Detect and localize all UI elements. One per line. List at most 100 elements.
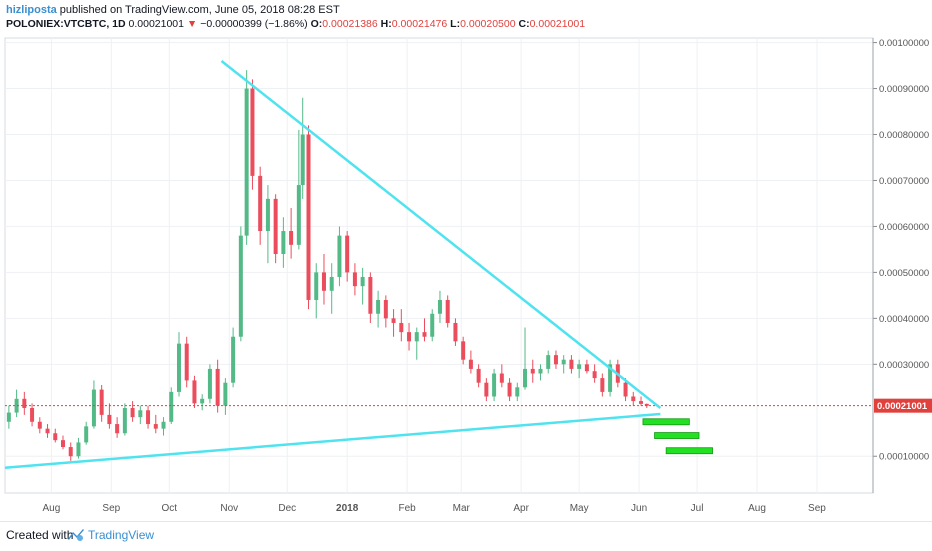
- candle-body: [391, 318, 396, 323]
- candle-body: [445, 299, 450, 323]
- candle-body: [200, 398, 205, 404]
- x-tick-label: Mar: [453, 503, 471, 514]
- down-arrow-icon: ▼: [186, 18, 198, 30]
- candle-body: [76, 442, 81, 457]
- candle-body: [553, 355, 558, 365]
- low-value: 0.00020500: [460, 18, 516, 30]
- y-tick-label: 0.00090000: [879, 84, 929, 95]
- low-label: L:: [450, 18, 461, 30]
- candle-body: [422, 332, 427, 337]
- candle-body: [600, 378, 605, 392]
- candle-body: [530, 368, 535, 374]
- candle-body: [153, 424, 158, 429]
- candle-body: [546, 355, 551, 369]
- candle-body: [244, 88, 249, 236]
- candle-body: [289, 231, 294, 245]
- candlestick-series: [6, 70, 649, 461]
- candle-body: [91, 389, 96, 427]
- candle-body: [207, 368, 212, 399]
- candle-body: [329, 276, 334, 291]
- chart-grid: [4, 37, 874, 494]
- candle-body: [314, 272, 319, 300]
- x-tick-label: Oct: [162, 503, 178, 514]
- candle-body: [592, 371, 597, 379]
- candle-body: [176, 343, 181, 392]
- x-tick-label: Feb: [398, 503, 416, 514]
- candle-body: [584, 364, 589, 372]
- tradingview-logo-icon[interactable]: [66, 527, 86, 543]
- chart-axes: 0.00100000 0.00090000 0.00080000 0.00070000…: [42, 38, 929, 514]
- target-zone: [642, 418, 690, 426]
- candle-body: [321, 272, 326, 291]
- candle-body: [383, 299, 388, 319]
- candle-body: [223, 382, 228, 406]
- x-tick-label: Sep: [808, 503, 826, 514]
- candle-body: [250, 88, 255, 176]
- y-tick-label: 0.00010000: [879, 452, 929, 463]
- candle-body: [639, 401, 644, 404]
- open-value: 0.00021386: [322, 18, 378, 30]
- symbol-label[interactable]: POLONIEX:VTCBTC, 1D: [6, 18, 126, 30]
- candle-body: [169, 391, 174, 422]
- candle-body: [84, 426, 89, 443]
- candle-body: [146, 410, 151, 425]
- plot-border: [4, 37, 874, 494]
- chart-header: hizliposta published on TradingView.com,…: [6, 3, 585, 31]
- x-tick-label: Sep: [102, 503, 120, 514]
- x-tick-label: Aug: [42, 503, 60, 514]
- candle-body: [468, 359, 473, 369]
- tradingview-brand[interactable]: TradingView: [88, 528, 155, 542]
- candle-body: [337, 235, 342, 277]
- publication-line: hizliposta published on TradingView.com,…: [6, 3, 585, 17]
- candle-body: [60, 440, 65, 448]
- candle-body: [238, 235, 243, 337]
- candle-body: [577, 364, 582, 369]
- candle-body: [476, 368, 481, 383]
- candle-body: [265, 198, 270, 232]
- candle-body: [53, 433, 58, 441]
- y-tick-label: 0.00100000: [879, 38, 929, 49]
- candle-body: [258, 175, 263, 232]
- published-text: published on TradingView.com, June 05, 2…: [59, 4, 340, 16]
- candle-body: [569, 359, 574, 369]
- x-tick-label: Jul: [691, 503, 704, 514]
- close-value: 0.00021001: [529, 18, 586, 30]
- candle-body: [437, 299, 442, 314]
- candle-body: [538, 368, 543, 374]
- candle-body: [352, 272, 357, 287]
- high-value: 0.00021476: [391, 18, 448, 30]
- drawing-overlays: 0.00021001: [4, 59, 932, 469]
- y-tick-label: 0.00080000: [879, 130, 929, 141]
- candle-body: [499, 373, 504, 383]
- candle-body: [608, 364, 613, 392]
- candle-body: [376, 299, 381, 314]
- y-tick-label: 0.00030000: [879, 360, 929, 371]
- candle-body: [407, 332, 412, 342]
- candle-body: [184, 343, 189, 381]
- y-tick-label: 0.00050000: [879, 268, 929, 279]
- created-with-text: Created with: [6, 528, 74, 542]
- candle-body: [6, 412, 11, 422]
- candle-body: [360, 276, 365, 287]
- price-chart[interactable]: 0.00100000 0.00090000 0.00080000 0.00070000…: [0, 0, 932, 521]
- candle-body: [14, 398, 19, 413]
- y-tick-label: 0.00040000: [879, 314, 929, 325]
- candle-body: [296, 185, 301, 245]
- candle-body: [414, 332, 419, 342]
- candle-body: [523, 368, 528, 388]
- author-link[interactable]: hizliposta: [6, 4, 57, 16]
- candle-body: [45, 428, 50, 434]
- candle-body: [22, 398, 27, 408]
- candle-body: [644, 403, 649, 406]
- target-zone: [654, 432, 700, 439]
- candle-body: [161, 421, 166, 429]
- candle-body: [300, 134, 305, 186]
- x-tick-label: Dec: [278, 503, 296, 514]
- x-tick-label: 2018: [336, 503, 359, 514]
- y-tick-label: 0.00060000: [879, 222, 929, 233]
- candle-body: [99, 389, 104, 415]
- price-change: −0.00000399 (−1.86%): [200, 18, 308, 30]
- candle-body: [273, 198, 278, 255]
- candle-body: [122, 407, 127, 434]
- trendline: [4, 412, 661, 469]
